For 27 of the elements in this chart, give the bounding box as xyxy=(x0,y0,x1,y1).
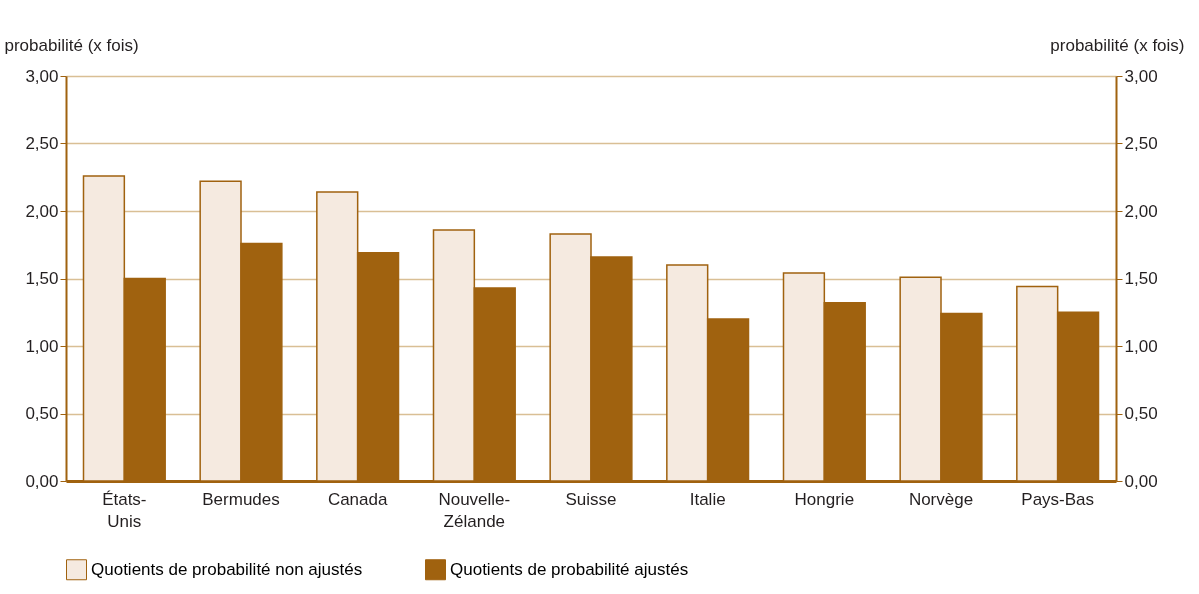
x-tick-label: Suisse xyxy=(565,489,617,509)
x-tick-label: Norvège xyxy=(908,489,974,509)
y2-tick-label: 1,50 xyxy=(1124,269,1158,288)
y-tick-label: 3,00 xyxy=(25,66,59,86)
y-axis-title: probabilité (x fois) xyxy=(4,35,139,55)
y-tick-label: 1,50 xyxy=(25,269,59,288)
x-tick-label: États- Unis xyxy=(102,489,147,531)
x-tick-label: Canada xyxy=(327,489,388,509)
y2-tick-label: 2,50 xyxy=(1124,134,1158,153)
y2-axis-title: probabilité (x fois) xyxy=(1050,35,1185,55)
y2-tick-label: 0,00 xyxy=(1124,471,1158,491)
x-tick-label: Nouvelle- Zélande xyxy=(438,489,511,531)
x-tick-label: Bermudes xyxy=(202,489,280,509)
y2-tick-label: 1,00 xyxy=(1124,336,1158,356)
y2-tick-label: 2,00 xyxy=(1124,201,1158,221)
y2-tick-label: 0,50 xyxy=(1124,404,1158,423)
x-tick-label: Hongrie xyxy=(794,489,855,509)
y-tick-label: 0,50 xyxy=(25,404,59,423)
y-tick-label: 2,00 xyxy=(25,201,59,221)
legend-label: Quotients de probabilité ajustés xyxy=(450,559,689,579)
y-tick-label: 2,50 xyxy=(25,134,59,153)
y2-tick-label: 3,00 xyxy=(1124,66,1158,86)
legend-label: Quotients de probabilité non ajustés xyxy=(91,559,363,579)
x-tick-label: Pays-Bas xyxy=(1021,489,1095,509)
y-tick-label: 1,00 xyxy=(25,336,59,356)
y-tick-label: 0,00 xyxy=(25,471,59,491)
x-tick-label: Italie xyxy=(689,489,726,509)
